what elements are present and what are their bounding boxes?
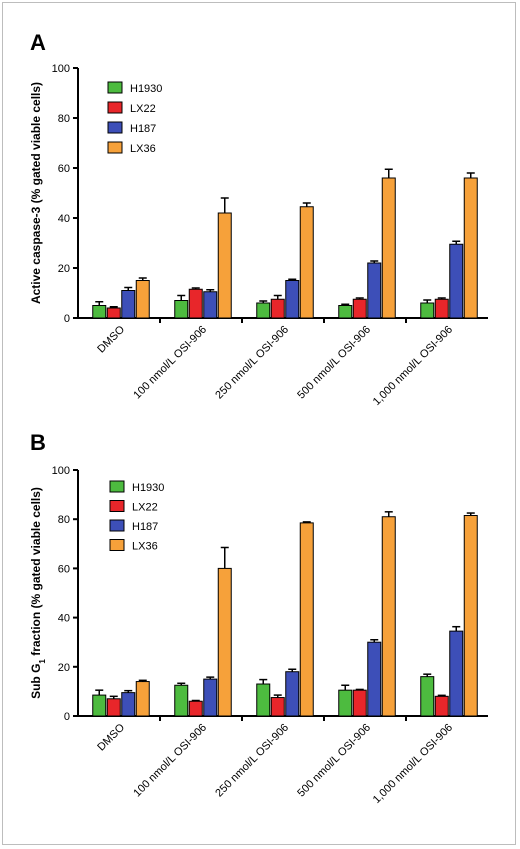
bar-h1930 [420, 302, 435, 319]
bar-lx36 [381, 177, 396, 319]
bar-lx36 [463, 177, 478, 319]
legend-swatch-h187 [107, 121, 123, 134]
bar-lx36 [381, 516, 396, 717]
y-tick-label: 40 [58, 213, 70, 225]
x-tick-label: 1,000 nmol/L OSI-906 [371, 722, 455, 806]
bar-lx36 [217, 567, 232, 717]
bar-lx22 [434, 298, 449, 319]
legend-swatch-lx36 [109, 539, 125, 551]
bar-h187 [203, 678, 218, 717]
bar-lx36 [299, 522, 314, 717]
chart-panel-b: B Sub G1 fraction (% gated viable cells) 0… [29, 430, 488, 806]
bar-h187 [449, 630, 464, 717]
bar-h187 [121, 692, 136, 717]
bar-h187 [449, 243, 464, 319]
bar-lx36 [217, 212, 232, 319]
y-tick-label: 20 [58, 263, 70, 275]
y-tick-label: 60 [58, 163, 70, 175]
y-tick-label: 100 [52, 63, 70, 75]
panel-letter: A [30, 30, 46, 55]
legend-swatch-h187 [109, 519, 125, 532]
y-tick-label: 0 [64, 711, 70, 723]
bar-lx22 [188, 288, 203, 319]
x-tick-label: DMSO [95, 721, 127, 753]
bar-h187 [285, 280, 300, 319]
bar-lx36 [135, 280, 150, 319]
bar-h1930 [92, 694, 107, 717]
panel-letter: B [30, 430, 46, 455]
y-tick-label: 20 [58, 662, 70, 674]
bar-h1930 [174, 300, 189, 319]
bar-lx22 [188, 700, 203, 717]
bar-h1930 [420, 676, 435, 717]
legend-label-lx36: LX36 [130, 143, 156, 155]
legend-swatch-lx36 [107, 141, 123, 154]
legend-swatch-lx22 [107, 101, 123, 114]
legend-label-lx22: LX22 [130, 103, 156, 115]
bar-h1930 [174, 684, 189, 717]
bar-h1930 [92, 305, 107, 319]
bar-h1930 [256, 302, 271, 319]
bar-lx22 [352, 298, 367, 319]
legend-swatch-h1930 [109, 480, 125, 493]
legend-label-h1930: H1930 [130, 83, 162, 95]
bar-lx22 [106, 698, 121, 717]
y-tick-label: 60 [58, 563, 70, 575]
bar-h187 [203, 291, 218, 319]
bar-lx22 [352, 689, 367, 717]
x-tick-label: 1,000 nmol/L OSI-906 [371, 324, 455, 408]
bar-h187 [285, 671, 300, 717]
x-tick-label: 100 nmol/L OSI-906 [131, 722, 209, 800]
bar-h1930 [338, 305, 353, 319]
bar-h1930 [256, 683, 271, 717]
x-tick-label: DMSO [95, 323, 127, 355]
bar-lx22 [106, 307, 121, 319]
bar-lx22 [270, 298, 285, 319]
legend-label-lx36: LX36 [132, 541, 158, 553]
y-axis-label: Sub G1 fraction (% gated viable cells) [29, 487, 47, 699]
bar-h187 [121, 290, 136, 319]
legend-label-h187: H187 [130, 123, 156, 135]
bar-lx36 [463, 515, 478, 717]
bar-lx22 [270, 697, 285, 717]
legend-swatch-lx22 [109, 500, 125, 512]
x-tick-label: 500 nmol/L OSI-906 [295, 324, 373, 402]
legend-swatch-h1930 [107, 81, 123, 94]
y-axis-label: Active caspase-3 (% gated viable cells) [29, 82, 43, 304]
y-tick-label: 80 [58, 113, 70, 125]
x-tick-label: 250 nmol/L OSI-906 [213, 324, 291, 402]
chart-panel-a: A Active caspase-3 (% gated viable cells)… [29, 30, 488, 408]
x-tick-label: 500 nmol/L OSI-906 [295, 722, 373, 800]
bar-h1930 [338, 689, 353, 717]
x-tick-label: 100 nmol/L OSI-906 [131, 324, 209, 402]
y-tick-label: 100 [52, 465, 70, 477]
legend-label-h187: H187 [132, 521, 158, 533]
y-tick-label: 80 [58, 514, 70, 526]
y-tick-label: 40 [58, 613, 70, 625]
bar-h187 [367, 641, 382, 717]
bar-lx36 [135, 681, 150, 717]
legend-label-lx22: LX22 [132, 502, 158, 514]
legend-label-h1930: H1930 [132, 482, 164, 494]
x-tick-label: 250 nmol/L OSI-906 [213, 722, 291, 800]
bar-lx36 [299, 206, 314, 319]
y-tick-label: 0 [64, 313, 70, 325]
bar-h187 [367, 262, 382, 319]
bar-lx22 [434, 695, 449, 717]
